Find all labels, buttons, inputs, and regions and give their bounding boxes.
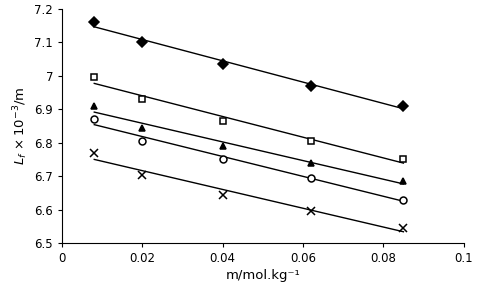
298.15 K: [140, 98, 145, 101]
298.15 K: [91, 76, 97, 79]
313.15 K: [220, 193, 226, 196]
Line: 313.15 K: 313.15 K: [90, 149, 408, 232]
293.15 K: [401, 104, 406, 108]
303.15 K: [401, 180, 406, 183]
298.15 K: [308, 139, 314, 143]
308.15 K: [401, 198, 406, 201]
Line: 303.15 K: 303.15 K: [91, 103, 407, 185]
308.15 K: [91, 117, 97, 121]
293.15 K: [308, 84, 314, 88]
313.15 K: [401, 226, 406, 230]
308.15 K: [140, 139, 145, 143]
293.15 K: [140, 40, 145, 44]
303.15 K: [91, 104, 97, 108]
313.15 K: [308, 209, 314, 213]
Line: 308.15 K: 308.15 K: [91, 116, 407, 203]
Y-axis label: $L_f\/ \times 10^{-3}$/m: $L_f\/ \times 10^{-3}$/m: [11, 87, 30, 165]
Line: 293.15 K: 293.15 K: [91, 19, 407, 109]
Line: 298.15 K: 298.15 K: [91, 74, 407, 163]
303.15 K: [308, 161, 314, 165]
303.15 K: [220, 144, 226, 148]
313.15 K: [140, 173, 145, 176]
298.15 K: [220, 119, 226, 123]
293.15 K: [220, 62, 226, 66]
313.15 K: [91, 151, 97, 154]
308.15 K: [308, 176, 314, 180]
298.15 K: [401, 158, 406, 161]
308.15 K: [220, 158, 226, 161]
X-axis label: m/mol.kg⁻¹: m/mol.kg⁻¹: [226, 269, 300, 282]
293.15 K: [91, 21, 97, 24]
303.15 K: [140, 126, 145, 130]
